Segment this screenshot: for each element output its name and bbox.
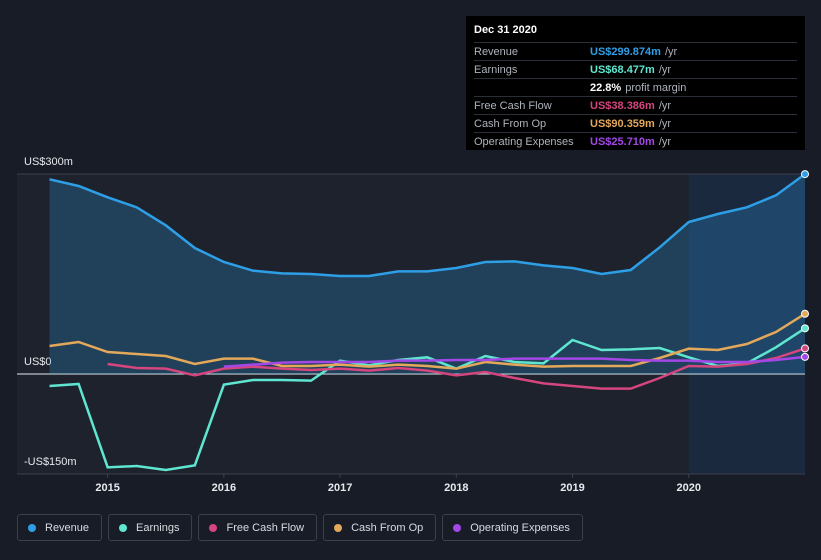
y-tick-label: -US$150m xyxy=(24,456,77,468)
legend-label: Free Cash Flow xyxy=(226,521,305,534)
end-point xyxy=(801,344,809,353)
x-tick-label: 2015 xyxy=(95,482,119,494)
tooltip-value: US$90.359m xyxy=(590,117,655,130)
tooltip-label: Operating Expenses xyxy=(474,135,574,148)
legend-label: Cash From Op xyxy=(351,521,424,534)
highlight-region xyxy=(688,174,805,474)
legend: Revenue Earnings Free Cash Flow Cash From O… xyxy=(17,514,583,541)
tooltip-unit: /yr xyxy=(658,135,672,148)
end-point xyxy=(801,324,809,333)
legend-dot xyxy=(209,523,218,532)
series-line xyxy=(223,355,806,368)
x-tick-label: 2018 xyxy=(444,482,468,494)
legend-item[interactable]: Revenue xyxy=(17,514,103,541)
x-tick-label: 2019 xyxy=(560,482,584,494)
tooltip-unit: /yr xyxy=(658,63,672,76)
series-line xyxy=(49,312,806,370)
legend-dot xyxy=(28,523,36,532)
x-tick-label: 2020 xyxy=(677,482,701,494)
tooltip-unit: /yr xyxy=(658,99,672,112)
tooltip-row: Free Cash Flow US$38.386m/yr xyxy=(474,96,797,114)
tooltip-unit: /yr xyxy=(664,45,678,58)
tooltip-row: Revenue US$299.874m/yr xyxy=(474,42,797,60)
tooltip-row: Cash From Op US$90.359m/yr xyxy=(474,114,797,132)
series-area xyxy=(49,174,805,374)
legend-item[interactable]: Free Cash Flow xyxy=(198,514,318,541)
series-line xyxy=(107,347,806,390)
legend-dot xyxy=(119,523,128,532)
tooltip-row: Earnings US$68.477m/yr xyxy=(474,60,797,78)
tooltip-label: Free Cash Flow xyxy=(474,99,552,112)
tooltip-value: US$38.386m xyxy=(590,99,655,112)
legend-label: Operating Expenses xyxy=(470,521,570,534)
end-point xyxy=(801,170,809,179)
tooltip-title: Dec 31 2020 xyxy=(474,24,537,36)
tooltip-value: US$25.710m xyxy=(590,135,655,148)
plot-area xyxy=(17,174,805,474)
tooltip-label: Earnings xyxy=(474,63,518,76)
legend-label: Revenue xyxy=(45,521,90,534)
end-point xyxy=(801,352,809,361)
legend-dot xyxy=(453,523,462,532)
tooltip-value: US$299.874m xyxy=(590,45,661,58)
legend-item[interactable]: Operating Expenses xyxy=(442,514,583,541)
legend-item[interactable]: Earnings xyxy=(108,514,193,541)
series-line xyxy=(49,173,806,278)
y-tick-label: US$0 xyxy=(24,356,52,368)
tooltip-label: Revenue xyxy=(474,45,519,58)
legend-dot xyxy=(334,523,343,532)
tooltip: Dec 31 2020 Revenue US$299.874m/yr Earnings… xyxy=(466,16,805,150)
tooltip-row: 22.8% profit margin xyxy=(474,78,797,96)
tooltip-label: Cash From Op xyxy=(474,117,547,130)
series-line xyxy=(49,327,806,472)
legend-label: Earnings xyxy=(136,521,180,534)
x-tick-label: 2016 xyxy=(212,482,236,494)
chart: US$300m US$0 -US$150m 2015 2016 2017 2018 2019 2… xyxy=(17,156,809,494)
end-point xyxy=(801,309,809,318)
tooltip-row: Operating Expenses US$25.710m/yr xyxy=(474,132,797,150)
legend-item[interactable]: Cash From Op xyxy=(323,514,437,541)
y-tick-label: US$300m xyxy=(24,156,73,168)
margin-text: profit margin xyxy=(625,81,687,94)
margin-value: 22.8% xyxy=(590,81,622,94)
tooltip-value: US$68.477m xyxy=(590,63,655,76)
x-tick-label: 2017 xyxy=(328,482,352,494)
tooltip-unit: /yr xyxy=(658,117,672,130)
